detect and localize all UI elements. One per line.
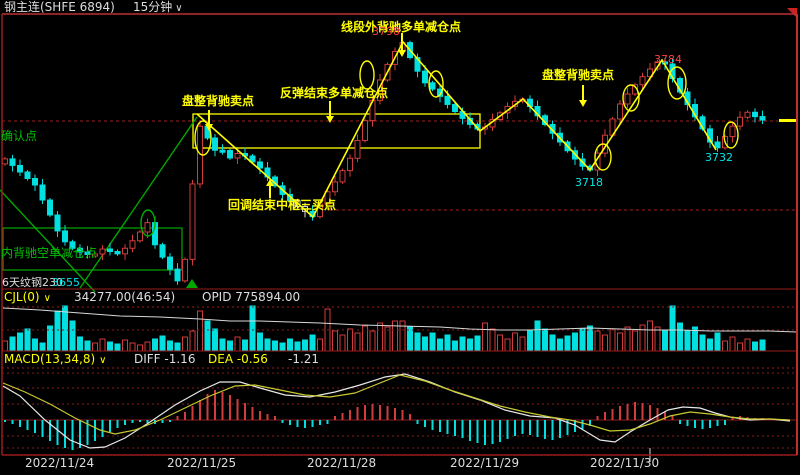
chevron-down-icon: ∨ <box>43 293 51 304</box>
price-label-3784: 3784 <box>654 53 682 66</box>
chevron-down-icon: ∨ <box>99 355 107 366</box>
axis-date-3: 2022/11/28 <box>307 456 377 470</box>
axis-date-5: 2022/11/30 <box>590 456 660 470</box>
highlight-ellipse <box>667 66 687 100</box>
annotation-sideways-divergence-sell-right: 盘整背驰卖点 <box>542 68 615 82</box>
annotation-arrow <box>398 50 406 57</box>
macd-diff-value: DIFF -1.16 <box>134 352 196 366</box>
price-label-3655: 3655 <box>52 276 80 289</box>
cjl-name: CJL(0) <box>4 290 40 304</box>
highlight-ellipse <box>622 84 640 112</box>
last-price-marker <box>779 119 797 122</box>
chevron-down-icon: ∨ <box>175 3 183 14</box>
highlight-ellipse <box>723 121 739 149</box>
ticker-text: 6天纹钢230 <box>2 276 63 289</box>
segment-zigzag <box>196 40 717 219</box>
price-label-3798: 3798 <box>372 25 400 38</box>
annotation-arrow <box>579 100 587 107</box>
highlight-ellipse <box>428 70 444 98</box>
axis-date-2: 2022/11/25 <box>167 456 237 470</box>
annotation-segment-divergence-reduce: 线段外背驰多单减仓点 <box>341 20 462 34</box>
annotation-inner-divergence-short-reduce: 内背驰空单减仓点 <box>1 246 98 260</box>
price-label-3718: 3718 <box>575 176 603 189</box>
macd-dea-value: DEA -0.56 <box>208 352 268 366</box>
buy-marker-triangle <box>186 279 198 288</box>
annotation-confirm-point: 确认点 <box>1 129 38 143</box>
trend-line-green <box>0 189 96 293</box>
highlight-ellipse <box>140 209 156 237</box>
symbol-title: 钢主连(SHFE 6894) <box>4 0 115 14</box>
annotation-rebound-end-reduce: 反弹结束多单减仓点 <box>280 86 389 100</box>
annotation-pullback-end-third-buy: 回调结束中枢三买点 <box>228 198 337 212</box>
cjl-indicator-selector[interactable]: CJL(0) ∨ <box>4 291 51 305</box>
cjl-value: 34277.00(46:54) <box>74 290 176 304</box>
annotation-arrow <box>205 124 213 131</box>
annotation-arrow <box>266 179 274 186</box>
macd-name: MACD(13,34,8) <box>4 352 96 366</box>
highlight-ellipse <box>359 60 375 90</box>
annotation-sideways-divergence-sell-left: 盘整背驰卖点 <box>182 94 255 108</box>
trend-line-green <box>79 116 198 289</box>
scroll-wedge <box>787 8 797 18</box>
timeframe-label: 15分钟 <box>133 0 173 14</box>
price-label-3732: 3732 <box>705 151 733 164</box>
macd-indicator-selector[interactable]: MACD(13,34,8) ∨ <box>4 353 106 367</box>
opid-value: OPID 775894.00 <box>202 290 301 304</box>
highlight-ellipse <box>594 143 612 171</box>
macd-dea-line <box>2 374 791 435</box>
pivot-box-yellow <box>192 113 481 149</box>
axis-date-4: 2022/11/29 <box>450 456 520 470</box>
timeframe-selector[interactable]: 15分钟 ∨ <box>133 1 183 15</box>
macd-value: -1.21 <box>288 352 320 366</box>
annotation-arrow <box>326 116 334 123</box>
open-interest-line <box>2 307 797 333</box>
axis-date-1: 2022/11/24 <box>25 456 95 470</box>
macd-diff-line <box>2 373 791 449</box>
highlight-ellipse <box>194 120 212 156</box>
